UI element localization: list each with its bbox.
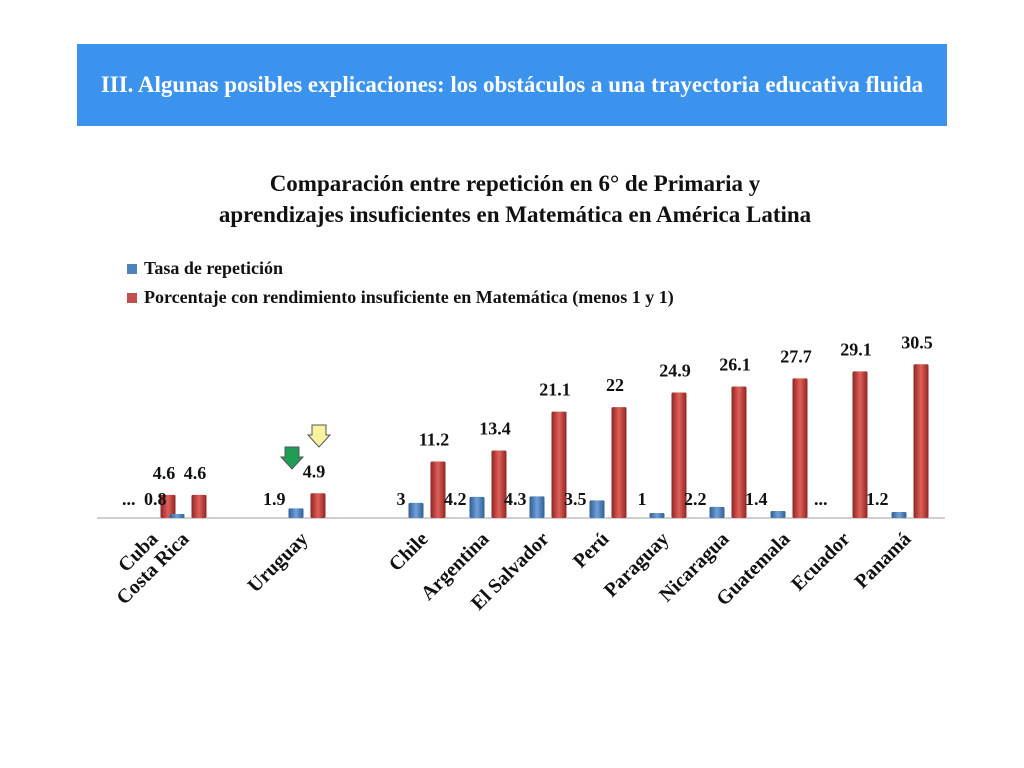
bar-matematica-peru [611, 407, 627, 518]
label-matematica-panama: 30.5 [901, 332, 933, 352]
legend-label-matematica: Porcentaje con rendimiento insuficiente … [144, 287, 674, 307]
label-repeticion-argentina: 4.2 [444, 489, 467, 509]
label-matematica-ecuador: 29.1 [840, 339, 872, 359]
label-repeticion-cuba: ... [122, 489, 136, 509]
legend-label-repeticion: Tasa de repetición [144, 258, 284, 278]
category-label-panama: Panamá [850, 528, 915, 593]
label-matematica-el-salvador: 21.1 [539, 380, 571, 400]
bar-matematica-chile [430, 461, 446, 518]
bar-matematica-nicaragua [731, 386, 747, 518]
chart-legend: Tasa de repetición Porcentaje con rendim… [127, 254, 674, 312]
label-matematica-chile: 11.2 [419, 430, 450, 450]
label-matematica-argentina: 13.4 [479, 418, 511, 438]
highlight-arrow-yellow [306, 424, 332, 448]
slide-title: III. Algunas posibles explicaciones: los… [100, 72, 924, 97]
label-matematica-peru: 22 [606, 375, 624, 395]
bar-matematica-cuba [160, 494, 176, 518]
chart-title-line-1: Comparación entre repetición en 6° de Pr… [269, 171, 761, 196]
bar-repeticion-paraguay [649, 512, 665, 518]
bar-repeticion-nicaragua [709, 506, 725, 518]
label-repeticion-uruguay: 1.9 [263, 489, 286, 509]
bar-matematica-argentina [491, 450, 507, 518]
bar-matematica-uruguay [310, 493, 326, 518]
legend-swatch-repeticion [127, 263, 137, 274]
category-label-uruguay: Uruguay [244, 528, 313, 597]
highlight-arrow-green [279, 446, 305, 470]
label-matematica-uruguay: 4.9 [303, 461, 326, 481]
chart-title-line-2: aprendizajes insuficientes en Matemática… [218, 202, 812, 227]
category-label-ecuador: Ecuador [787, 528, 855, 596]
legend-item-repeticion: Tasa de repetición [127, 254, 674, 283]
category-label-chile: Chile [385, 528, 433, 576]
label-matematica-nicaragua: 26.1 [719, 354, 751, 374]
bar-matematica-paraguay [671, 392, 687, 518]
bar-matematica-guatemala [792, 378, 808, 518]
bar-repeticion-peru [589, 500, 605, 518]
chart-title: Comparación entre repetición en 6° de Pr… [100, 168, 930, 230]
bar-repeticion-uruguay [288, 508, 304, 518]
legend-swatch-matematica [127, 292, 137, 303]
label-repeticion-peru: 3.5 [564, 489, 587, 509]
label-repeticion-ecuador: ... [814, 489, 828, 509]
slide-banner: III. Algunas posibles explicaciones: los… [77, 44, 947, 126]
label-repeticion-costa-rica: 0.8 [144, 489, 167, 509]
label-repeticion-el-salvador: 4.3 [504, 489, 527, 509]
bar-repeticion-el-salvador [529, 496, 545, 518]
label-repeticion-chile: 3 [397, 489, 406, 509]
bar-matematica-ecuador [852, 371, 868, 518]
category-label-peru: Perú [569, 528, 614, 573]
label-matematica-guatemala: 27.7 [780, 346, 812, 366]
label-matematica-cuba: 4.6 [153, 463, 176, 483]
label-repeticion-panama: 1.2 [866, 489, 889, 509]
bar-repeticion-panama [891, 511, 907, 518]
label-matematica-costa-rica: 4.6 [184, 463, 207, 483]
label-repeticion-nicaragua: 2.2 [684, 489, 707, 509]
bar-matematica-panama [913, 364, 929, 518]
bar-matematica-el-salvador [551, 411, 567, 518]
bar-repeticion-costa-rica [169, 513, 185, 518]
bar-repeticion-guatemala [770, 510, 786, 518]
bar-repeticion-argentina [469, 496, 485, 518]
bar-matematica-costa-rica [191, 494, 207, 518]
legend-item-matematica: Porcentaje con rendimiento insuficiente … [127, 283, 674, 312]
bar-repeticion-chile [408, 502, 424, 518]
label-repeticion-paraguay: 1 [638, 489, 647, 509]
label-matematica-paraguay: 24.9 [659, 361, 691, 381]
label-repeticion-guatemala: 1.4 [745, 489, 768, 509]
